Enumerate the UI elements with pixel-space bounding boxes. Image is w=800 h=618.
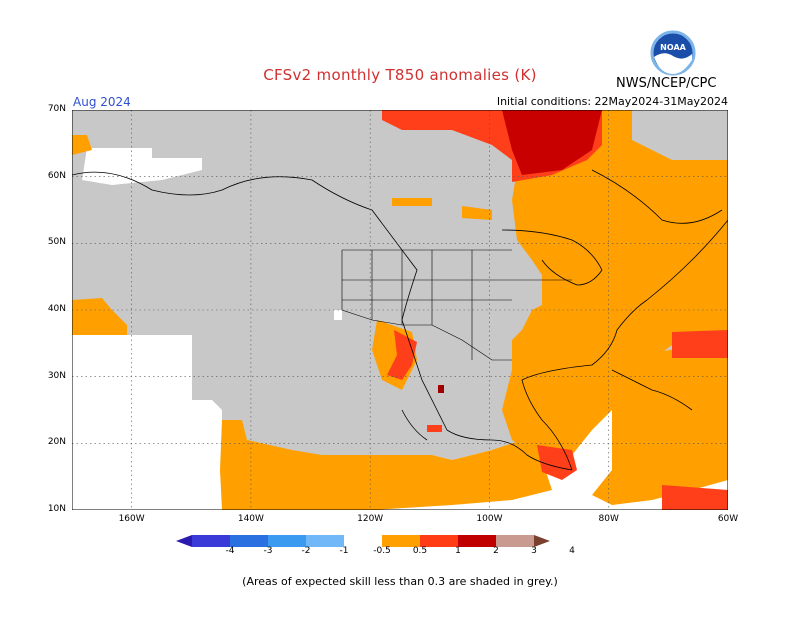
colorbar-label: 2 [493, 546, 499, 556]
anomaly-0.5-east [502, 110, 728, 460]
lat-label: 20N [47, 437, 66, 448]
lat-label: 70N [47, 104, 66, 114]
anomaly-2-point [438, 385, 444, 393]
skill-footnote: (Areas of expected skill less than 0.3 a… [242, 575, 558, 588]
lon-label: 120W [357, 514, 384, 524]
lon-label: 80W [598, 514, 619, 524]
colorbar-label: -3 [263, 546, 273, 556]
anomaly-0.5-atlantic [592, 340, 728, 505]
valid-month-label: Aug 2024 [73, 95, 131, 109]
anomaly-1-mexico-w [427, 425, 442, 432]
colorbar [176, 534, 626, 548]
lat-label: 60N [47, 170, 66, 181]
anomaly-map [72, 110, 728, 510]
anomaly-0.5-pacific-west [72, 298, 127, 335]
lon-label: 160W [118, 514, 145, 524]
lon-label: 100W [476, 514, 503, 524]
colorbar-segment [230, 535, 268, 547]
colorbar-label: -2 [301, 546, 311, 556]
colorbar-label: -1 [339, 546, 349, 556]
white-patch-nw [82, 148, 202, 185]
colorbar-left-arrow [176, 535, 192, 547]
coastlines [72, 169, 728, 471]
anomaly-0.5-yukon [392, 198, 432, 206]
colorbar-segment [192, 535, 230, 547]
colorbar-segment [382, 535, 420, 547]
lat-label: 30N [47, 370, 66, 381]
colorbar-label: -4 [225, 546, 235, 556]
anomaly-1-atlantic [672, 330, 728, 358]
colorbar-label: 4 [569, 546, 575, 556]
political-borders [341, 249, 572, 361]
colorbar-segment [344, 535, 382, 547]
colorbar-segment [268, 535, 306, 547]
colorbar-label: 3 [531, 546, 537, 556]
logo-text: NOAA [660, 43, 686, 52]
lat-label: 50N [47, 237, 66, 248]
anomaly-0.5-pacific-south [220, 420, 552, 510]
white-patch-pacific [72, 335, 222, 510]
anomaly-0.5-canada-mid [462, 206, 492, 220]
colorbar-segment [420, 535, 458, 547]
lat-label: 40N [47, 304, 66, 314]
graticule [72, 110, 728, 510]
lat-label: 10N [47, 504, 66, 514]
organization-label: NWS/NCEP/CPC [616, 76, 717, 91]
lon-label: 60W [717, 514, 739, 524]
colorbar-right-arrow [534, 535, 550, 547]
initial-conditions-label: Initial conditions: 22May2024-31May2024 [496, 95, 728, 108]
white-patch-sw-coast [334, 310, 342, 320]
lon-label: 140W [237, 514, 264, 524]
colorbar-segment [306, 535, 344, 547]
map-title: CFSv2 monthly T850 anomalies (K) [263, 66, 537, 84]
colorbar-label: 1 [455, 546, 461, 556]
colorbar-label: -0.5 [373, 546, 391, 556]
anomaly-1-central-america [537, 445, 577, 480]
anomaly-0.5-alaska-west [72, 135, 92, 155]
colorbar-segment [496, 535, 534, 547]
noaa-logo: NOAA [650, 30, 696, 76]
anomaly-2-hudson [502, 110, 602, 175]
colorbar-segment [458, 535, 496, 547]
colorbar-label: 0.5 [412, 546, 428, 556]
anomaly-1-caribbean [662, 485, 728, 510]
